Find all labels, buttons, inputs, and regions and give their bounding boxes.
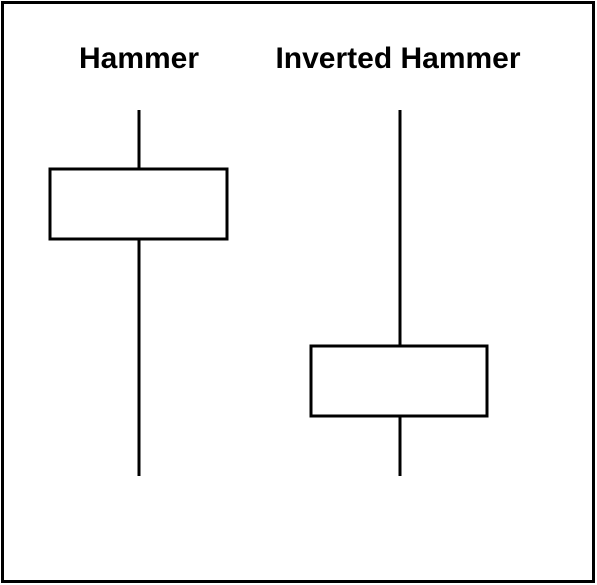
- hammer-candle: Hammer: [48, 42, 229, 476]
- inverted-hammer-candle: Inverted Hammer: [275, 42, 521, 476]
- hammer-body: [48, 167, 229, 241]
- inverted-hammer-label: Inverted Hammer: [275, 42, 520, 75]
- hammer-label: Hammer: [79, 42, 199, 75]
- inverted-hammer-body: [309, 344, 489, 418]
